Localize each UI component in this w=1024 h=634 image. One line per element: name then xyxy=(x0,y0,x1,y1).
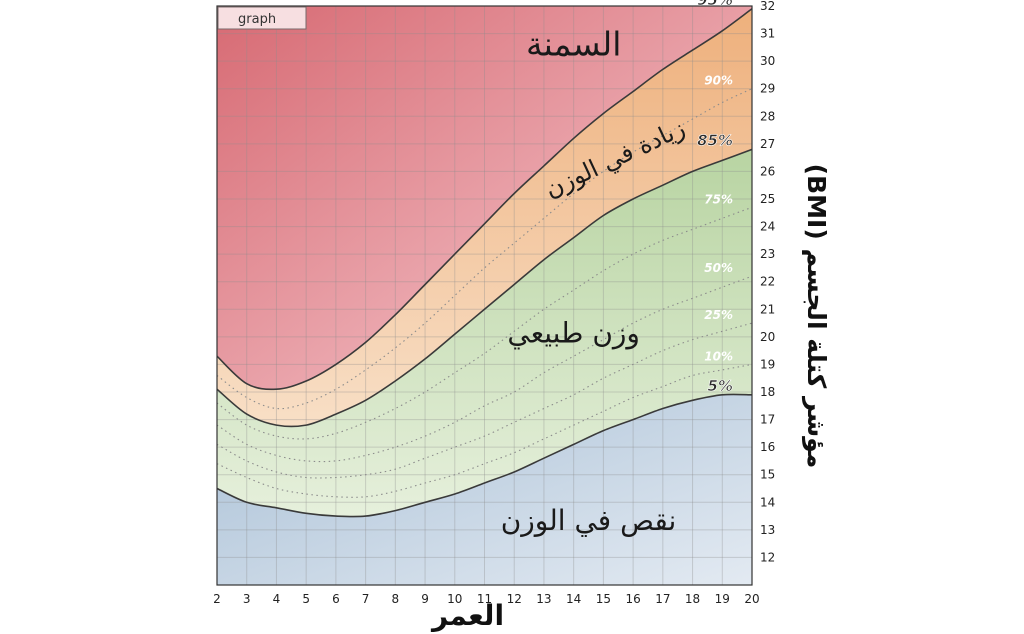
x-tick-label: 4 xyxy=(273,592,281,606)
x-tick-label: 18 xyxy=(685,592,700,606)
zone-label-obese: السمنة xyxy=(526,25,621,64)
graph-tab: graph xyxy=(217,6,307,30)
x-tick-label: 10 xyxy=(447,592,462,606)
zone-label-healthy: وزن طبيعي xyxy=(507,316,640,349)
y-tick-label: 17 xyxy=(760,413,775,427)
y-tick-label: 13 xyxy=(760,523,775,537)
x-tick-label: 7 xyxy=(362,592,370,606)
y-tick-label: 16 xyxy=(760,440,775,454)
x-tick-label: 9 xyxy=(421,592,429,606)
x-tick-label: 6 xyxy=(332,592,340,606)
percentile-labels: 95% 90% 85% 75% 50% 25% 10% 5% xyxy=(697,0,734,395)
underweight-zone xyxy=(217,394,752,585)
zone-label-underweight: نقص في الوزن xyxy=(501,504,677,537)
y-tick-label: 12 xyxy=(760,550,775,564)
percentile-label-25: 25% xyxy=(704,308,733,322)
y-tick-label: 27 xyxy=(760,137,775,151)
x-axis: 2 3 4 5 6 7 8 9 10 11 12 13 14 15 16 17 18 19 20 xyxy=(213,592,759,606)
graph-tab-label: graph xyxy=(238,12,276,27)
y-tick-label: 21 xyxy=(760,302,775,316)
overweight-zone xyxy=(217,8,752,427)
y-axis-title: مؤشر كتلة الجسم (BMI) xyxy=(801,164,831,469)
x-tick-label: 13 xyxy=(536,592,551,606)
y-tick-label: 22 xyxy=(760,275,775,289)
plot-frame xyxy=(216,5,753,586)
percentile-curve-25 xyxy=(217,322,752,479)
y-tick-label: 14 xyxy=(760,495,775,509)
y-tick-label: 28 xyxy=(760,109,775,123)
x-tick-label: 19 xyxy=(715,592,730,606)
x-tick-label: 8 xyxy=(392,592,400,606)
percentile-curve-75 xyxy=(217,206,752,440)
y-tick-label: 24 xyxy=(760,220,775,234)
x-tick-label: 20 xyxy=(744,592,759,606)
percentile-curve-85 xyxy=(217,148,752,428)
x-tick-label: 5 xyxy=(302,592,310,606)
x-axis-title: العمر xyxy=(430,599,504,632)
y-tick-label: 25 xyxy=(760,192,775,206)
percentile-label-50: 50% xyxy=(704,261,733,275)
y-tick-label: 32 xyxy=(760,0,775,13)
x-tick-label: 11 xyxy=(477,592,492,606)
x-tick-label: 16 xyxy=(625,592,640,606)
percentile-label-10: 10% xyxy=(704,349,733,363)
percentile-label-5: 5% xyxy=(708,377,733,395)
y-tick-label: 26 xyxy=(760,164,775,178)
x-tick-label: 3 xyxy=(243,592,251,606)
y-tick-label: 29 xyxy=(760,82,775,96)
percentile-label-85: 85% xyxy=(697,131,733,149)
x-tick-label: 15 xyxy=(596,592,611,606)
y-tick-label: 31 xyxy=(760,27,775,41)
x-tick-label: 12 xyxy=(507,592,522,606)
percentile-curve-5 xyxy=(217,393,752,518)
y-tick-label: 30 xyxy=(760,54,775,68)
percentile-label-90: 90% xyxy=(704,74,733,88)
x-tick-label: 17 xyxy=(655,592,670,606)
y-tick-label: 18 xyxy=(760,385,775,399)
percentile-label-75: 75% xyxy=(704,192,733,206)
y-axis: 12 13 14 15 16 17 18 19 20 21 22 23 24 25 26 27 28 29 30 31… xyxy=(760,0,775,564)
percentile-curve-95 xyxy=(217,8,752,391)
percentile-label-95: 95% xyxy=(697,0,733,9)
y-tick-label: 20 xyxy=(760,330,775,344)
x-tick-label: 2 xyxy=(213,592,221,606)
y-tick-label: 23 xyxy=(760,247,775,261)
y-tick-label: 15 xyxy=(760,468,775,482)
y-tick-label: 19 xyxy=(760,357,775,371)
x-tick-label: 14 xyxy=(566,592,581,606)
